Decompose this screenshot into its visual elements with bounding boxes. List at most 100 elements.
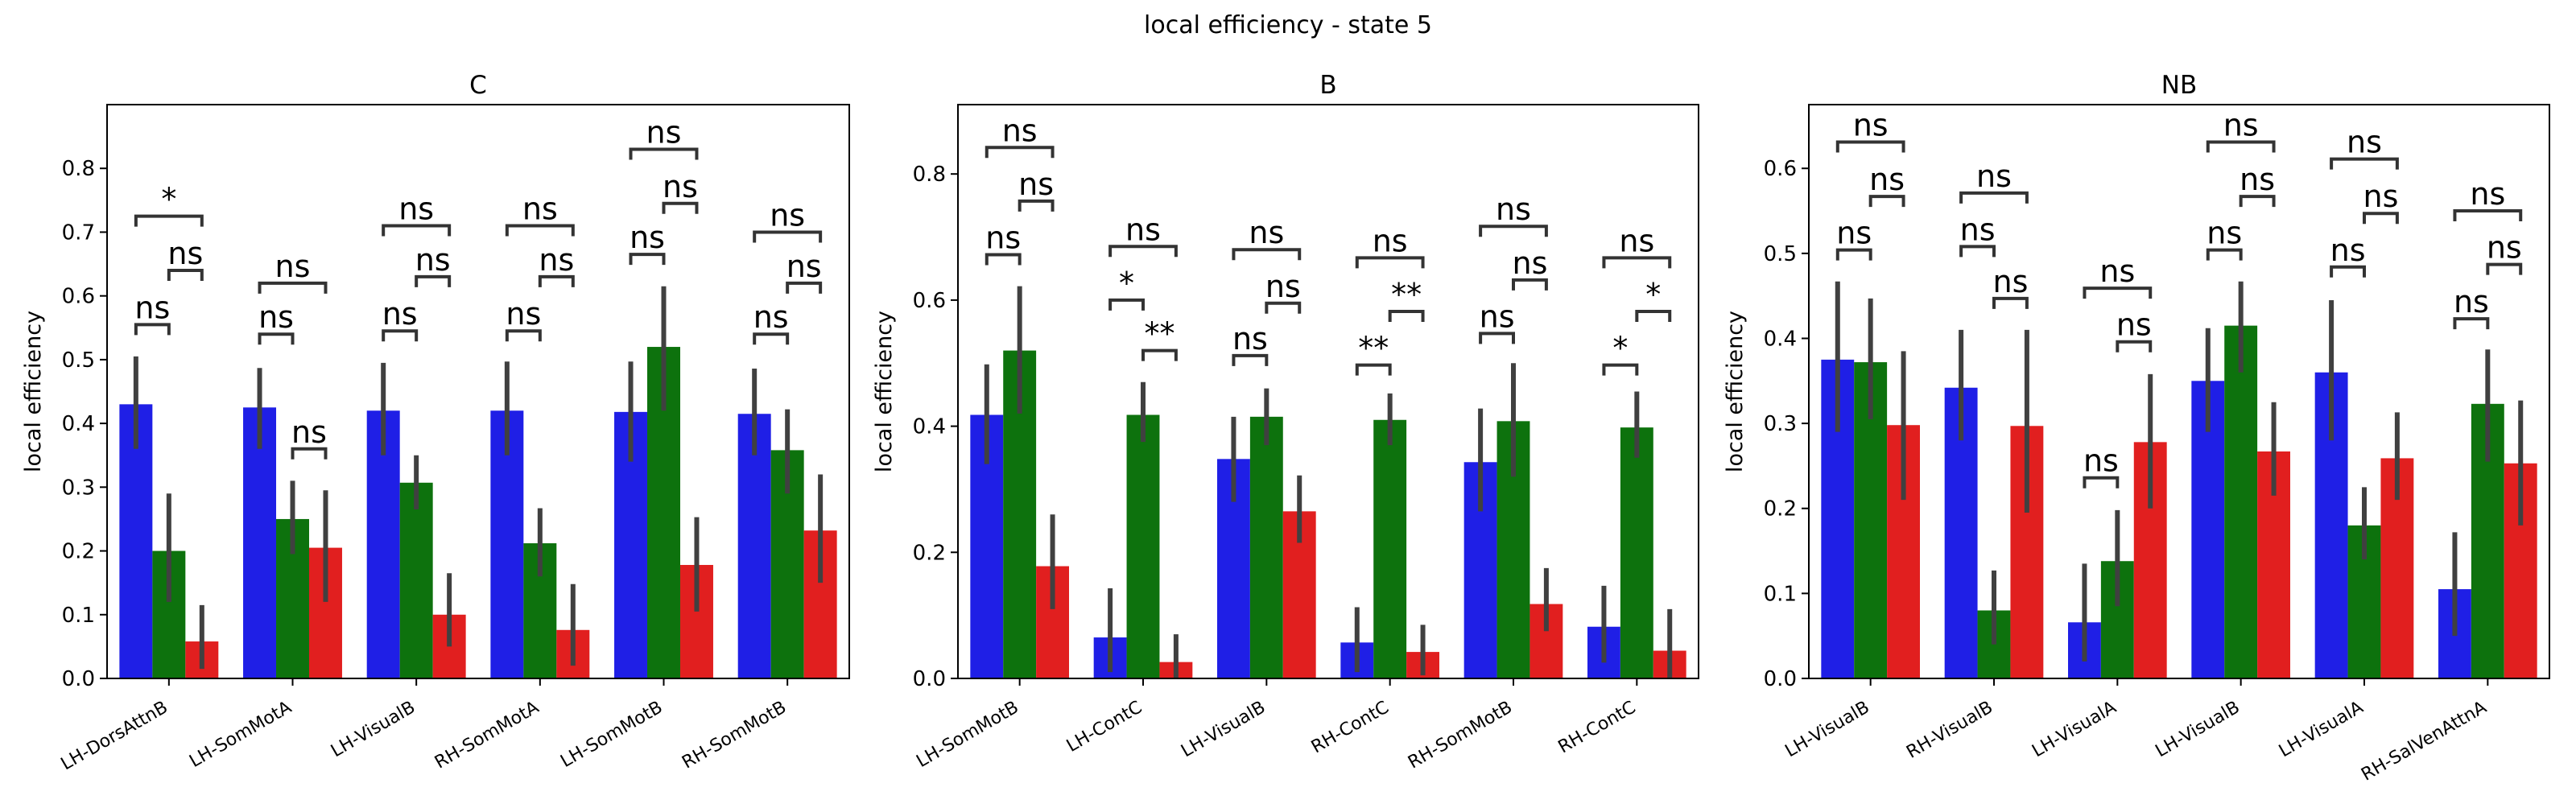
y-tick-label: 0.7 (62, 221, 95, 245)
y-tick-label: 0.8 (913, 163, 946, 187)
bar (399, 482, 433, 678)
significance-label: ns (1992, 264, 2028, 299)
significance-bracket (1835, 248, 1872, 261)
significance-label: ns (786, 249, 822, 284)
y-tick-label: 0.0 (1764, 667, 1797, 691)
bar (1126, 414, 1160, 678)
significance-label: ns (398, 192, 434, 227)
significance-label: ns (1976, 159, 2012, 194)
significance-bracket (1479, 225, 1548, 237)
significance-bracket (1355, 363, 1392, 376)
y-axis-label: local efficiency (21, 311, 46, 472)
significance-label: ns (522, 192, 558, 227)
significance-bracket (258, 332, 295, 345)
bar (1373, 419, 1407, 678)
y-tick-label: 0.4 (913, 415, 946, 439)
y-tick-label: 0.3 (62, 476, 95, 500)
significance-label: ns (1373, 223, 1408, 258)
y-axis-label: local efficiency (1723, 311, 1748, 472)
significance-bracket (1959, 191, 2029, 204)
significance-bracket (629, 147, 699, 160)
significance-label: ns (2207, 216, 2242, 251)
significance-label: ns (1232, 321, 1268, 357)
bar (1620, 427, 1653, 678)
significance-bracket (2083, 287, 2153, 299)
x-tick-label: LH-VisualA (2029, 698, 2120, 762)
panel-title: C (469, 71, 487, 100)
significance-bracket (1959, 245, 1996, 258)
significance-label: ns (770, 197, 805, 233)
significance-label: ** (1358, 331, 1389, 366)
axes-frame (1808, 104, 2550, 679)
axes-frame (106, 104, 850, 679)
bar (737, 414, 771, 678)
significance-label: ns (258, 299, 294, 335)
y-tick-label: 0.6 (62, 285, 95, 309)
significance-bracket (505, 224, 575, 237)
significance-bracket (1868, 195, 1905, 208)
significance-bracket (1018, 199, 1055, 212)
x-tick-label: LH-VisualB (1178, 698, 1269, 762)
significance-bracket (1635, 309, 1672, 322)
significance-label: ns (1836, 216, 1872, 251)
y-axis-label: local efficiency (872, 311, 897, 472)
significance-label: ns (1869, 162, 1905, 197)
panel-title: B (1319, 71, 1336, 100)
bar (1249, 416, 1283, 678)
significance-bracket (2453, 209, 2523, 222)
y-tick-label: 0.2 (1764, 497, 1797, 521)
significance-label: ns (1496, 192, 1531, 227)
significance-bracket (662, 201, 699, 214)
x-tick-label: RH-SalVenAttnA (2358, 698, 2490, 785)
significance-label: ns (2347, 125, 2382, 160)
y-tick-label: 0.4 (62, 412, 95, 436)
significance-bracket (629, 253, 666, 266)
x-tick-label: LH-SomMotB (913, 698, 1022, 773)
significance-bracket (2083, 476, 2120, 489)
significance-label: ** (1391, 277, 1422, 312)
significance-bracket (1141, 348, 1178, 361)
significance-bracket (1265, 301, 1302, 314)
significance-bracket (1479, 332, 1515, 344)
significance-label: ns (506, 296, 541, 332)
significance-bracket (291, 447, 328, 460)
significance-bracket (538, 274, 575, 287)
significance-bracket (786, 281, 823, 294)
significance-label: ns (2223, 107, 2259, 142)
significance-bracket (1992, 296, 2029, 309)
significance-label: ns (2083, 443, 2119, 479)
significance-bracket (134, 214, 204, 227)
significance-label: ns (2470, 176, 2505, 212)
significance-label: * (161, 182, 176, 217)
x-tick-label: LH-VisualB (1782, 698, 1873, 762)
significance-label: ns (1249, 215, 1284, 250)
significance-bracket (1108, 298, 1145, 311)
significance-label: ns (167, 236, 203, 271)
y-tick-label: 0.1 (1764, 582, 1797, 606)
significance-label: ns (2240, 162, 2275, 197)
significance-bracket (985, 146, 1055, 159)
x-tick-label: LH-VisualB (2153, 698, 2244, 762)
significance-label: ns (1265, 269, 1301, 304)
significance-bracket (2206, 248, 2243, 261)
significance-bracket (2453, 317, 2490, 330)
significance-label: * (1119, 266, 1134, 301)
significance-bracket (2330, 265, 2366, 278)
significance-label: ns (382, 296, 418, 332)
significance-label: ns (1512, 245, 1547, 281)
significance-label: ns (753, 299, 789, 335)
bar (2224, 325, 2258, 678)
panel-title: NB (2161, 71, 2197, 100)
significance-bracket (1512, 278, 1548, 291)
x-tick-label: RH-SomMotB (1405, 698, 1516, 773)
significance-bracket (2330, 157, 2399, 170)
significance-label: ns (2454, 284, 2489, 319)
x-tick-label: LH-ContC (1063, 698, 1146, 756)
significance-label: ns (291, 414, 327, 450)
significance-bracket (985, 253, 1022, 266)
significance-bracket (1602, 256, 1672, 269)
significance-bracket (753, 230, 823, 243)
significance-bracket (1388, 309, 1425, 322)
